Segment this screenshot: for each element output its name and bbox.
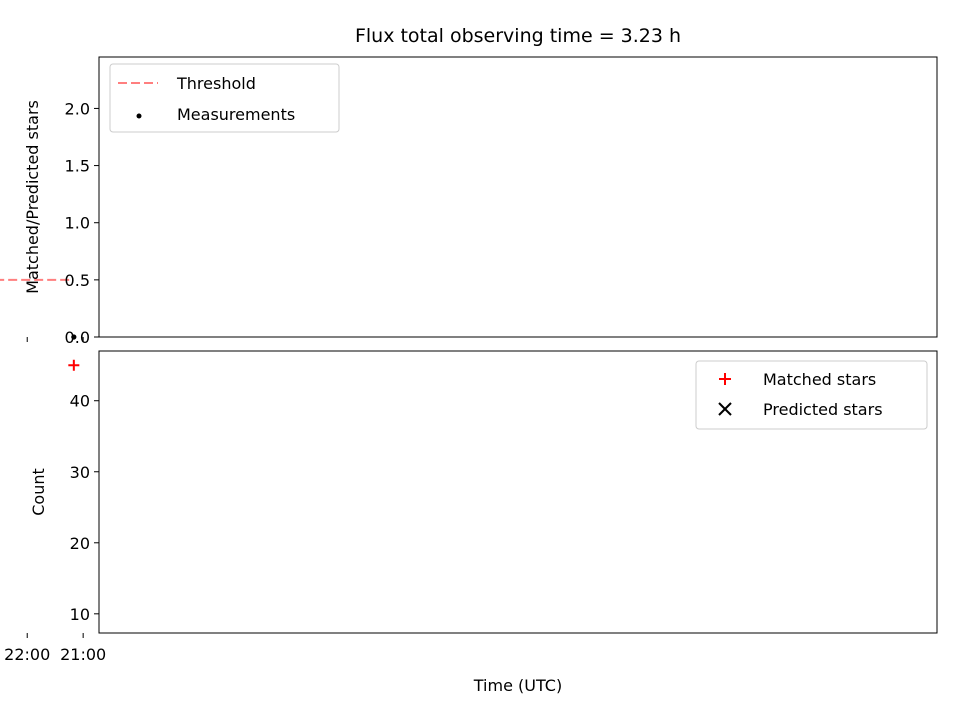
x-axis-label: Time (UTC)	[473, 676, 562, 695]
top-x-ticks	[26, 337, 84, 342]
bottom-y-tick-label: 20	[70, 534, 90, 553]
matched-star-point	[68, 359, 80, 371]
top-y-tick-label: 1.5	[65, 157, 90, 176]
bottom-legend: Matched stars Predicted stars	[695, 360, 928, 430]
bottom-y-axis: 10 20 30 40	[70, 392, 99, 624]
legend-threshold-label: Threshold	[176, 74, 256, 93]
top-y-tick-label: 2.0	[65, 99, 90, 118]
bottom-axes-frame	[98, 350, 938, 634]
legend-measurements-label: Measurements	[177, 105, 295, 124]
top-panel: 0.0 0.5 1.0 1.5 2.0 Flux total observing tim…	[0, 25, 938, 347]
bottom-y-axis-label: Count	[29, 468, 48, 516]
top-y-axis-label: Matched/Predicted stars	[23, 100, 42, 294]
bottom-y-tick-label: 40	[70, 392, 90, 411]
top-legend-box	[109, 63, 340, 133]
bottom-y-tick-label: 10	[70, 605, 90, 624]
chart-title: Flux total observing time = 3.23 h	[355, 25, 681, 47]
legend-predicted-swatch	[718, 402, 732, 416]
top-y-tick-label: 1.0	[65, 214, 90, 233]
bottom-legend-box	[695, 360, 928, 430]
matched-stars-series	[68, 359, 80, 371]
legend-measurements-swatch	[136, 113, 142, 119]
top-y-tick-label: 0.5	[65, 271, 90, 290]
top-legend: Threshold Measurements	[109, 63, 340, 133]
bottom-x-axis: 21:0022:0023:0000:0001:0002:0003:0004:00…	[4, 633, 106, 664]
legend-predicted-label: Predicted stars	[763, 400, 883, 419]
measurement-point	[71, 334, 77, 340]
bottom-y-tick-label: 30	[70, 463, 90, 482]
top-y-tick-label: 0.0	[65, 328, 90, 347]
bottom-x-tick-label: 21:00	[60, 645, 106, 664]
top-axes-frame	[98, 56, 938, 338]
top-y-axis: 0.0 0.5 1.0 1.5 2.0	[65, 99, 99, 347]
bottom-x-tick-label: 22:00	[4, 645, 50, 664]
legend-matched-swatch	[719, 373, 731, 385]
legend-matched-label: Matched stars	[763, 370, 876, 389]
measurements-series	[71, 334, 77, 340]
